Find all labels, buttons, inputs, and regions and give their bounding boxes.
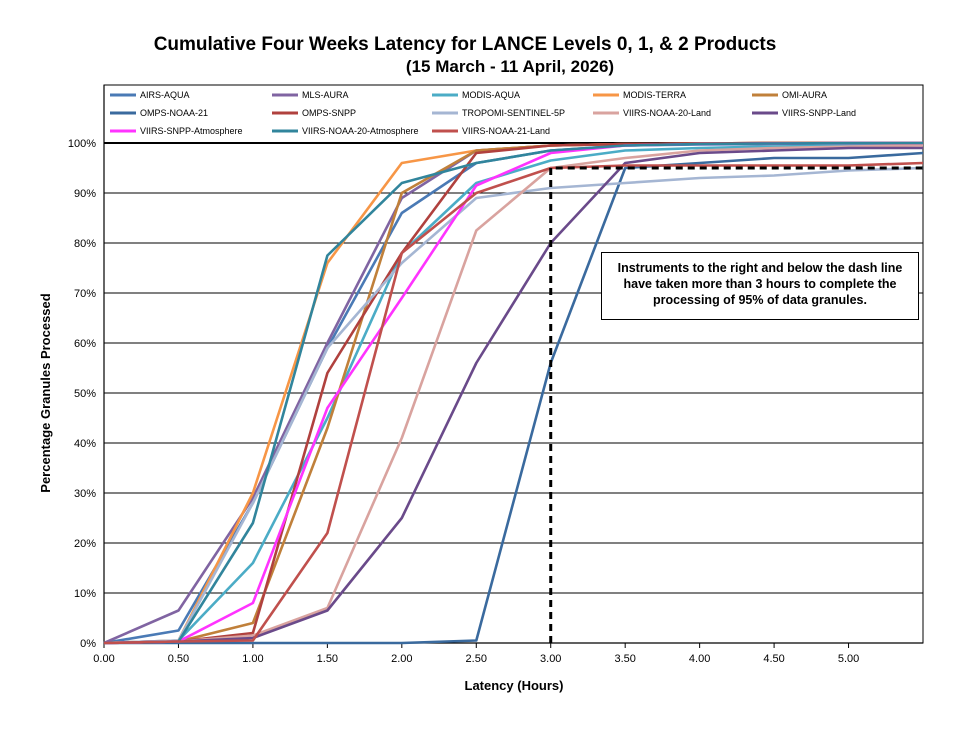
axis-layer: 0% 10% 20% 30% 40% 50% 60% 70% 80% 90% 100% 0.00 0.5… [68, 85, 923, 665]
series-line-viirs-noaa-20-land [103, 144, 924, 645]
y-tick-label: 80% [74, 238, 96, 250]
x-tick-label: 3.00 [540, 653, 561, 665]
legend-label-omps-snpp: OMPS-SNPP [302, 108, 356, 118]
legend-label-tropomi-sentinel-5p: TROPOMI-SENTINEL-5P [462, 108, 565, 118]
series-line-viirs-noaa-20-atmosphere [103, 141, 923, 645]
series-line-viirs-noaa-21-land [103, 161, 924, 645]
threshold-dashed-line [549, 166, 923, 643]
y-axis-title: Percentage Granules Processed [38, 293, 53, 492]
series-line-viirs-snpp-land [103, 146, 923, 645]
threshold-annotation: Instruments to the right and below the d… [601, 252, 919, 320]
legend: AIRS-AQUA MLS-AURA MODIS-AQUA MODIS-TERRA OM… [110, 90, 856, 136]
x-axis-title: Latency (Hours) [465, 678, 564, 693]
x-tick-label: 0.50 [168, 653, 189, 665]
legend-label-viirs-snpp-land: VIIRS-SNPP-Land [782, 108, 856, 118]
series-line-modis-aqua [103, 143, 924, 645]
series-line-omps-noaa-21 [104, 151, 924, 645]
chart-subtitle: (15 March - 11 April, 2026) [405, 57, 615, 76]
threshold-layer [549, 166, 923, 643]
legend-label-viirs-noaa-20-land: VIIRS-NOAA-20-Land [623, 108, 711, 118]
y-tick-label: 90% [74, 188, 96, 200]
series-line-tropomi-sentinel-5p [103, 166, 924, 645]
x-tick-label: 3.50 [614, 653, 635, 665]
x-tick-label: 5.00 [838, 653, 859, 665]
y-tick-label: 60% [74, 338, 96, 350]
y-tick-label: 50% [74, 388, 96, 400]
y-tick-label: 70% [74, 288, 96, 300]
x-tick-label: 2.00 [391, 653, 412, 665]
x-tick-label: 2.50 [466, 653, 487, 665]
legend-label-mls-aura: MLS-AURA [302, 90, 349, 100]
y-tick-label: 0% [80, 638, 96, 650]
x-tick-label: 1.50 [317, 653, 338, 665]
x-tick-label: 1.00 [242, 653, 263, 665]
y-tick-label: 100% [68, 138, 96, 150]
legend-label-viirs-noaa-20-atmosphere: VIIRS-NOAA-20-Atmosphere [302, 126, 419, 136]
chart-title: Cumulative Four Weeks Latency for LANCE … [153, 34, 777, 55]
legend-label-airs-aqua: AIRS-AQUA [140, 90, 190, 100]
legend-label-omps-noaa-21: OMPS-NOAA-21 [140, 108, 208, 118]
y-tick-label: 20% [74, 538, 96, 550]
legend-label-viirs-snpp-atmosphere: VIIRS-SNPP-Atmosphere [140, 126, 243, 136]
legend-label-omi-aura: OMI-AURA [782, 90, 827, 100]
y-tick-label: 30% [74, 488, 96, 500]
x-tick-label: 4.50 [763, 653, 784, 665]
legend-label-modis-aqua: MODIS-AQUA [462, 90, 520, 100]
legend-label-modis-terra: MODIS-TERRA [623, 90, 686, 100]
series-layer [103, 141, 924, 645]
x-tick-label: 0.00 [93, 653, 114, 665]
x-tick-label: 4.00 [689, 653, 710, 665]
y-tick-label: 10% [74, 588, 96, 600]
legend-label-viirs-noaa-21-land: VIIRS-NOAA-21-Land [462, 126, 550, 136]
y-tick-label: 40% [74, 438, 96, 450]
